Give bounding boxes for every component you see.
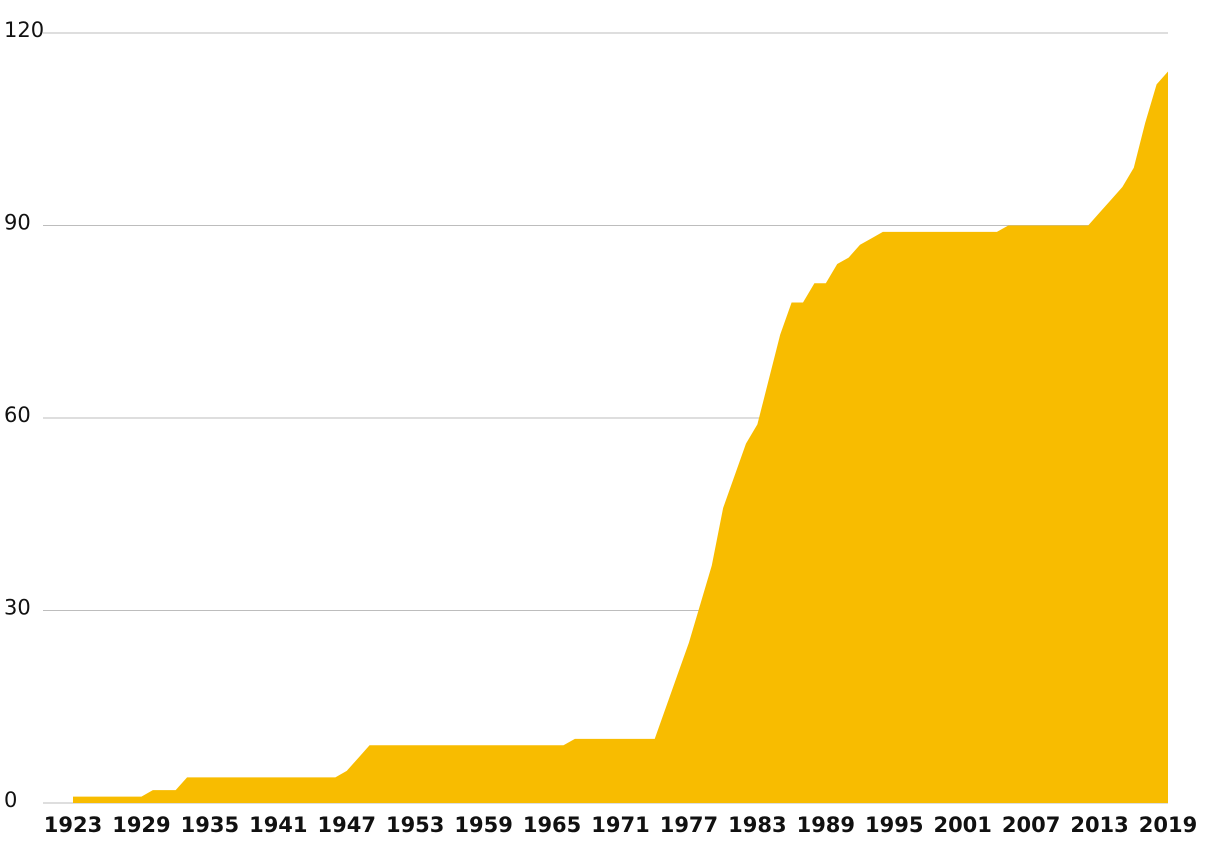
x-tick-label: 1935	[181, 813, 239, 837]
x-tick-label: 1959	[454, 813, 512, 837]
y-tick-label: 120	[4, 18, 44, 42]
x-tick-label: 1947	[318, 813, 376, 837]
x-tick-label: 1953	[386, 813, 444, 837]
x-tick-label: 1989	[797, 813, 855, 837]
x-tick-label: 1929	[112, 813, 170, 837]
y-tick-label: 60	[4, 403, 31, 427]
x-tick-label: 1977	[660, 813, 718, 837]
y-tick-label: 0	[4, 788, 17, 812]
area	[73, 71, 1168, 803]
x-tick-label: 1923	[44, 813, 102, 837]
y-tick-label: 90	[4, 211, 31, 235]
x-tick-label: 1995	[865, 813, 923, 837]
x-tick-label: 1965	[523, 813, 581, 837]
x-tick-label: 1983	[728, 813, 786, 837]
x-tick-label: 2001	[933, 813, 991, 837]
x-tick-label: 1941	[249, 813, 307, 837]
x-tick-label: 1971	[591, 813, 649, 837]
x-tick-label: 2013	[1070, 813, 1128, 837]
x-tick-label: 2007	[1002, 813, 1060, 837]
x-tick-label: 2019	[1139, 813, 1197, 837]
y-tick-label: 30	[4, 596, 31, 620]
